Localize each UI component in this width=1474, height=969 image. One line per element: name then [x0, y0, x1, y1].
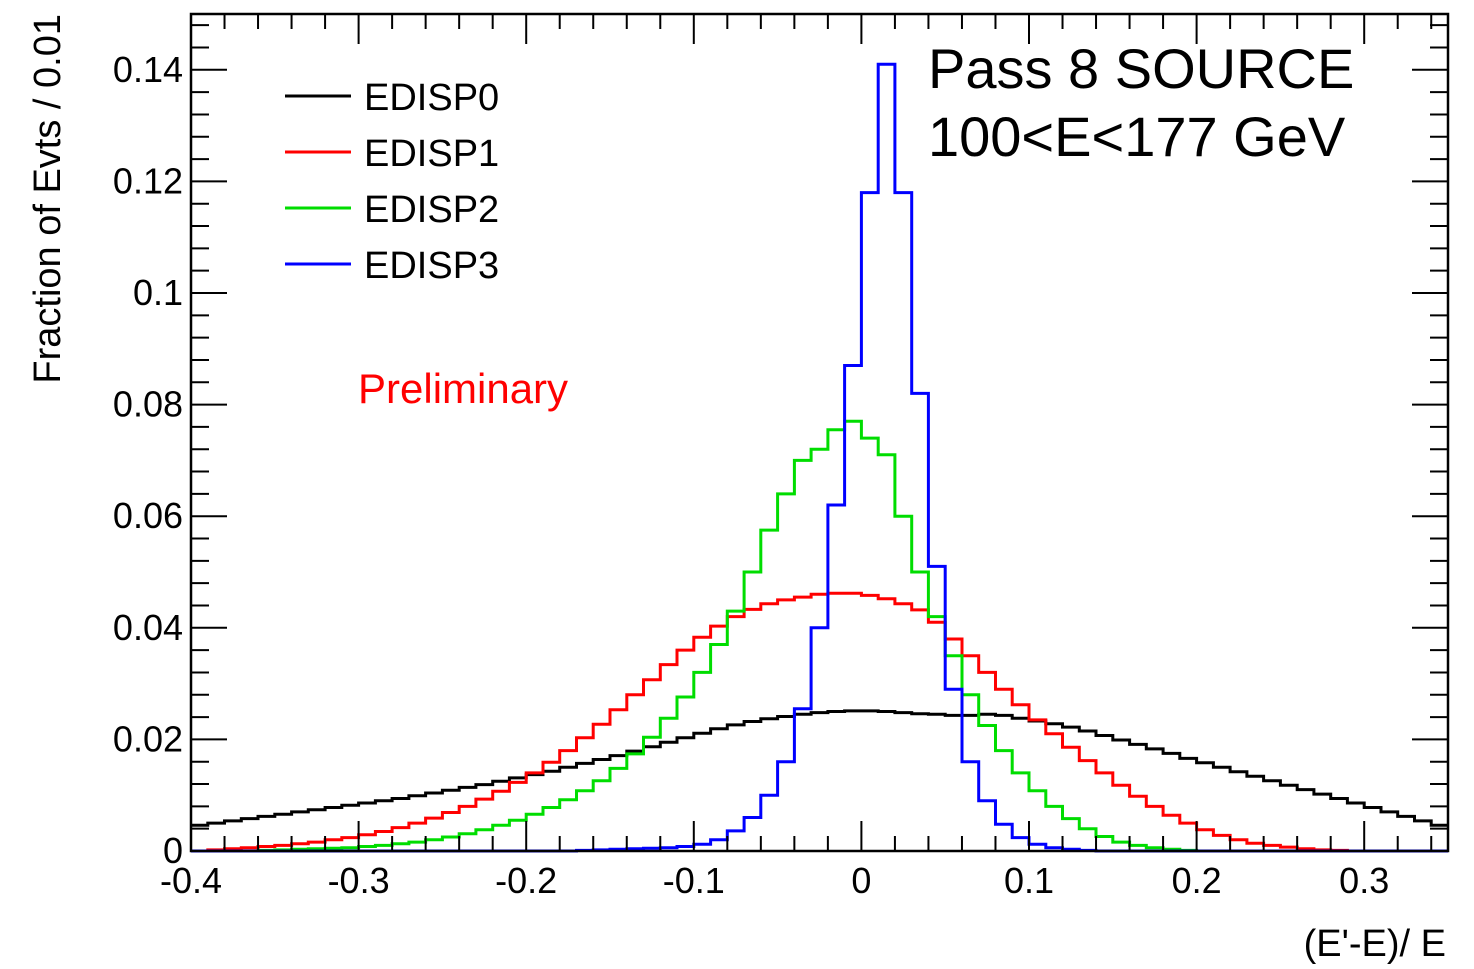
- legend-label-edisp3: EDISP3: [364, 245, 499, 287]
- legend-label-edisp0: EDISP0: [364, 77, 499, 119]
- annotation-energy-range: 100<E<177 GeV: [928, 105, 1346, 168]
- y-tick-label: 0.02: [113, 718, 183, 759]
- y-tick-label: 0.04: [113, 607, 183, 648]
- y-tick-label: 0: [163, 830, 183, 871]
- x-axis-title: (E'-E)/ E: [1304, 923, 1446, 965]
- y-tick-label: 0.08: [113, 384, 183, 425]
- x-tick-label: -0.4: [160, 860, 222, 901]
- legend-label-edisp2: EDISP2: [364, 189, 499, 231]
- x-tick-label: 0.1: [1004, 860, 1054, 901]
- y-tick-labels: 0 0.02 0.04 0.06 0.08 0.1 0.12 0.14: [113, 49, 183, 871]
- x-tick-label: 0.2: [1172, 860, 1222, 901]
- x-tick-label: -0.3: [328, 860, 390, 901]
- ticks-layer: [190, 14, 1448, 852]
- x-tick-label: 0: [851, 860, 871, 901]
- series-line-edisp0: [191, 709, 1448, 827]
- annotation-selection: Pass 8 SOURCE: [928, 37, 1354, 100]
- plot-frame: [189, 12, 1450, 853]
- x-tick-labels: -0.4 -0.3 -0.2 -0.1 0 0.1 0.2 0.3: [160, 860, 1389, 901]
- y-tick-label: 0.1: [133, 272, 183, 313]
- y-tick-label: 0.14: [113, 49, 183, 90]
- series-line-edisp2: [191, 419, 1448, 853]
- legend-label-edisp1: EDISP1: [364, 133, 499, 175]
- legend: EDISP0 EDISP1 EDISP2 EDISP3: [285, 77, 499, 287]
- annotation-preliminary: Preliminary: [358, 365, 568, 412]
- y-tick-label: 0.12: [113, 160, 183, 201]
- y-tick-label: 0.06: [113, 495, 183, 536]
- x-tick-label: -0.2: [495, 860, 557, 901]
- x-tick-label: 0.3: [1339, 860, 1389, 901]
- series-line-edisp1: [191, 591, 1448, 853]
- y-axis-title: Fraction of Evts / 0.01: [27, 14, 69, 384]
- x-tick-label: -0.1: [663, 860, 725, 901]
